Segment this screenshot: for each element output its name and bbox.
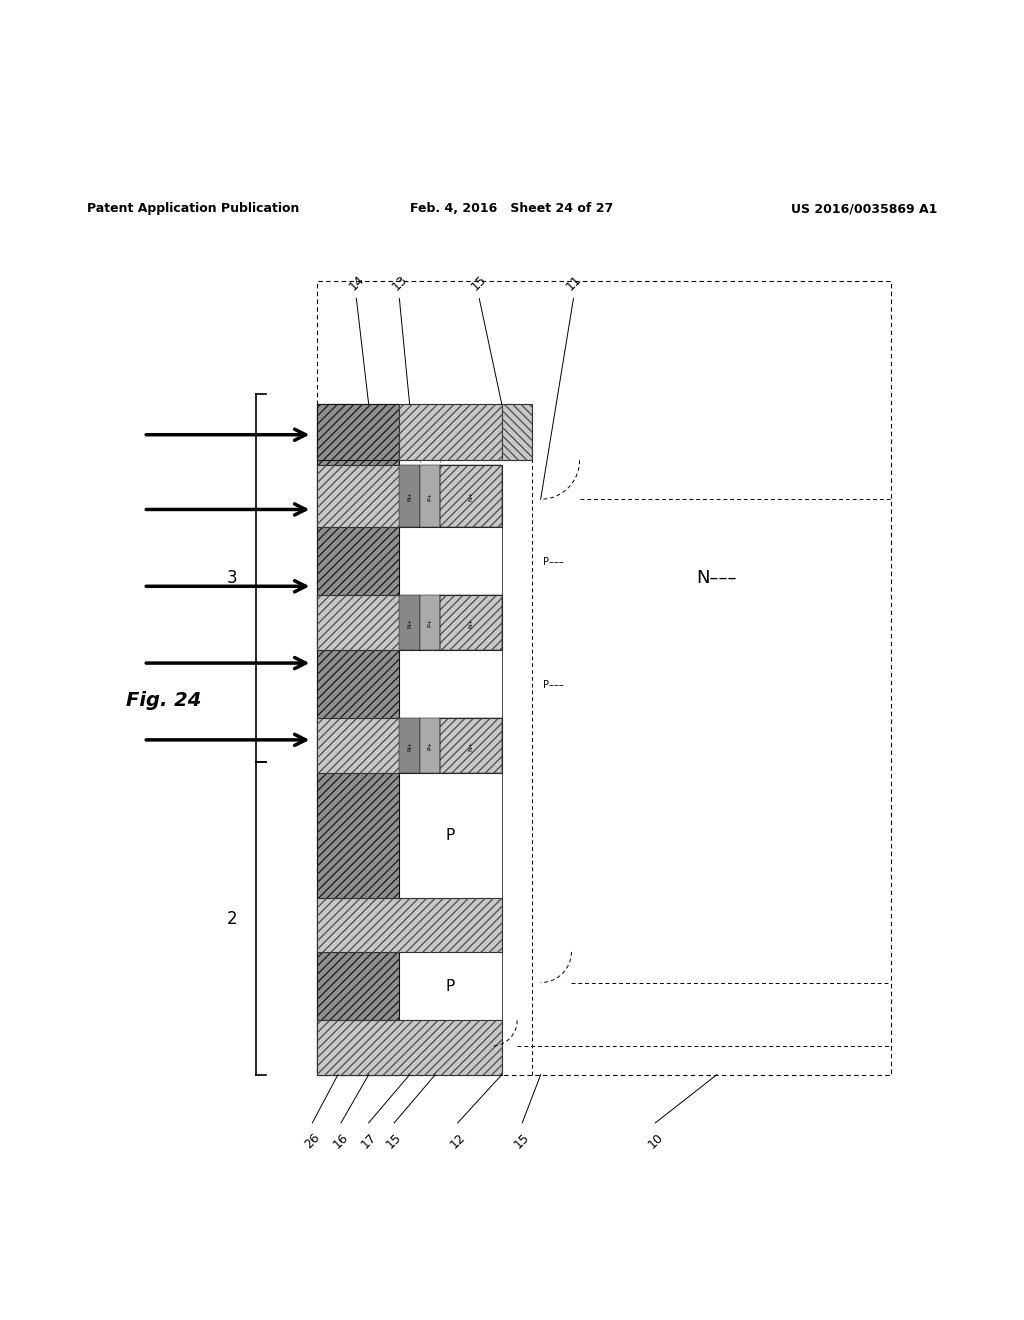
Text: 26: 26 <box>302 1131 323 1151</box>
Bar <box>399 772 502 898</box>
Text: 15: 15 <box>512 1131 532 1151</box>
Text: 16: 16 <box>331 1131 351 1151</box>
Bar <box>317 404 399 1074</box>
Bar <box>440 718 502 772</box>
Bar <box>502 404 532 461</box>
Text: N+: N+ <box>469 491 473 502</box>
Text: 15: 15 <box>384 1131 404 1151</box>
Text: N+: N+ <box>408 618 412 627</box>
Text: P+: P+ <box>428 492 432 500</box>
Bar <box>440 595 502 649</box>
Bar <box>317 404 399 461</box>
Text: Feb. 4, 2016   Sheet 24 of 27: Feb. 4, 2016 Sheet 24 of 27 <box>411 202 613 215</box>
Bar <box>420 718 440 772</box>
Bar <box>317 718 502 772</box>
Text: P–––: P––– <box>543 680 563 689</box>
Bar <box>399 404 502 461</box>
Text: N+: N+ <box>408 741 412 751</box>
Bar <box>420 466 440 527</box>
Bar <box>399 595 420 649</box>
Text: P: P <box>445 828 456 842</box>
Text: 15: 15 <box>469 273 489 293</box>
Text: 17: 17 <box>358 1131 379 1151</box>
Bar <box>317 595 502 649</box>
Text: N+: N+ <box>469 741 473 751</box>
Bar <box>317 466 502 527</box>
Text: 14: 14 <box>346 273 367 293</box>
Text: P–––: P––– <box>543 557 563 566</box>
Bar <box>399 718 420 772</box>
Bar <box>399 649 502 718</box>
Bar <box>502 404 532 461</box>
Text: Fig. 24: Fig. 24 <box>126 692 202 710</box>
Bar <box>317 466 502 527</box>
Text: 10: 10 <box>645 1131 666 1151</box>
Bar <box>317 1020 502 1074</box>
Text: 11: 11 <box>563 273 584 293</box>
Text: 12: 12 <box>447 1131 468 1151</box>
Bar <box>399 404 502 461</box>
Text: P+: P+ <box>428 618 432 627</box>
Text: N+: N+ <box>408 491 412 502</box>
Bar <box>317 718 502 772</box>
Bar <box>399 952 502 1020</box>
Bar <box>420 595 440 649</box>
Bar <box>440 466 502 527</box>
Bar <box>317 1020 502 1074</box>
Text: P: P <box>445 979 456 994</box>
Bar <box>317 898 502 952</box>
Text: 3: 3 <box>227 569 238 587</box>
Bar <box>317 898 502 952</box>
Text: Patent Application Publication: Patent Application Publication <box>87 202 299 215</box>
Bar <box>317 404 399 1074</box>
Bar <box>317 404 399 461</box>
Text: N–––: N––– <box>696 569 737 587</box>
Text: 2: 2 <box>227 909 238 928</box>
Bar <box>317 281 891 1074</box>
Text: P+: P+ <box>428 741 432 750</box>
Bar <box>317 595 502 649</box>
Text: 13: 13 <box>389 273 410 293</box>
Text: US 2016/0035869 A1: US 2016/0035869 A1 <box>791 202 937 215</box>
Bar <box>399 466 420 527</box>
Text: N+: N+ <box>469 618 473 627</box>
Bar <box>399 527 502 595</box>
